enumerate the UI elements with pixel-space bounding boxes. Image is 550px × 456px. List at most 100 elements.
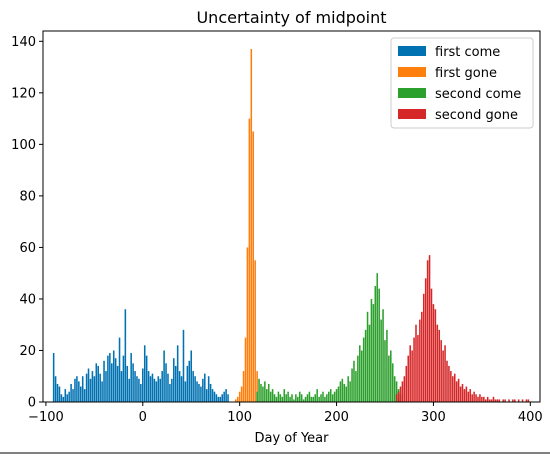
bar-series-4 — [405, 365, 408, 402]
bar-series-1 — [169, 383, 171, 402]
bar-series-4 — [453, 373, 456, 402]
bar-series-4 — [452, 376, 454, 402]
bar-series-3 — [275, 396, 278, 402]
bar-series-1 — [173, 358, 175, 402]
bar-series-2 — [242, 371, 245, 402]
x-tick-label: −100 — [28, 410, 64, 425]
bar-series-3 — [300, 394, 303, 402]
bar-series-1 — [64, 389, 67, 402]
bar-series-1 — [116, 365, 119, 402]
bar-series-1 — [62, 396, 65, 402]
bar-series-3 — [318, 396, 320, 402]
bar-series-1 — [142, 368, 144, 402]
bar-series-3 — [335, 389, 338, 402]
bar-series-3 — [281, 396, 284, 402]
bar-series-1 — [52, 353, 55, 402]
bar-series-1 — [194, 376, 196, 402]
bar-series-3 — [324, 396, 326, 402]
x-tick-label: 400 — [518, 410, 543, 425]
bar-series-3 — [316, 389, 318, 402]
bar-series-4 — [498, 399, 501, 402]
bar-series-3 — [283, 389, 286, 402]
bar-series-3 — [345, 386, 348, 402]
bar-series-4 — [407, 355, 410, 402]
bar-series-4 — [419, 319, 421, 402]
y-tick-label: 60 — [19, 241, 36, 256]
bar-series-4 — [508, 399, 510, 402]
bar-series-1 — [209, 383, 212, 402]
bar-series-4 — [415, 324, 417, 402]
bar-series-3 — [353, 360, 355, 402]
bar-series-1 — [114, 358, 117, 402]
bar-series-2 — [236, 396, 239, 402]
bar-series-3 — [308, 391, 311, 402]
bar-series-4 — [422, 293, 425, 402]
bar-series-1 — [99, 373, 101, 402]
bar-series-3 — [370, 298, 373, 402]
bar-series-1 — [101, 381, 103, 402]
bar-series-1 — [54, 376, 57, 402]
bar-series-3 — [289, 396, 291, 402]
bar-series-3 — [343, 383, 346, 402]
bar-series-1 — [122, 355, 125, 402]
bar-series-3 — [382, 309, 384, 402]
bar-series-4 — [424, 278, 427, 402]
bar-series-2 — [240, 386, 243, 402]
chart-title: Uncertainty of midpoint — [196, 8, 386, 27]
bar-series-1 — [174, 365, 177, 402]
bar-series-1 — [130, 353, 132, 402]
x-tick-label: 100 — [227, 410, 252, 425]
bar-series-3 — [333, 391, 336, 402]
bar-series-3 — [320, 394, 322, 402]
bar-series-1 — [196, 381, 198, 402]
bar-series-3 — [390, 350, 392, 402]
bar-series-4 — [434, 309, 437, 402]
bar-series-2 — [246, 247, 249, 402]
bar-series-4 — [463, 389, 466, 402]
bar-series-3 — [297, 396, 299, 402]
bar-series-3 — [386, 329, 388, 402]
bar-series-2 — [248, 118, 251, 402]
x-tick-label: 200 — [324, 410, 349, 425]
bar-series-4 — [517, 399, 520, 402]
bar-series-4 — [448, 365, 450, 402]
legend-frame — [390, 37, 534, 129]
legend-label: second gone — [435, 108, 518, 123]
y-tick-label: 0 — [28, 396, 36, 411]
bar-series-4 — [483, 396, 485, 402]
bar-series-1 — [72, 389, 74, 402]
bar-series-4 — [502, 399, 504, 402]
bar-series-3 — [374, 286, 377, 402]
bar-series-4 — [395, 394, 398, 402]
bar-series-1 — [171, 378, 173, 402]
y-tick-label: 100 — [11, 138, 36, 153]
y-tick-label: 20 — [19, 344, 36, 359]
y-tick-label: 140 — [11, 35, 36, 50]
bar-series-1 — [93, 376, 96, 402]
legend-swatch — [398, 46, 426, 56]
bar-series-1 — [58, 386, 61, 402]
bar-series-3 — [256, 391, 258, 402]
bar-series-4 — [436, 324, 439, 402]
bar-series-3 — [306, 394, 309, 402]
bar-series-3 — [273, 394, 276, 402]
y-axis-ticks: 0 20 40 60 80 100 120 140 — [11, 35, 43, 411]
bar-series-4 — [486, 396, 489, 402]
legend-label: second come — [435, 87, 521, 102]
bar-series-1 — [211, 389, 214, 402]
bar-series-1 — [176, 345, 179, 402]
bar-series-1 — [219, 396, 222, 402]
bar-series-3 — [391, 363, 394, 402]
bar-series-1 — [204, 373, 206, 402]
bar-series-1 — [105, 371, 107, 402]
legend-swatch — [398, 88, 426, 98]
bar-series-4 — [421, 311, 423, 402]
bar-series-2 — [254, 260, 256, 402]
bar-series-2 — [252, 131, 255, 402]
bar-series-2 — [235, 399, 237, 402]
bar-series-1 — [120, 371, 123, 402]
bar-series-3 — [395, 381, 398, 402]
bar-series-3 — [260, 383, 262, 402]
bar-series-4 — [492, 396, 495, 402]
